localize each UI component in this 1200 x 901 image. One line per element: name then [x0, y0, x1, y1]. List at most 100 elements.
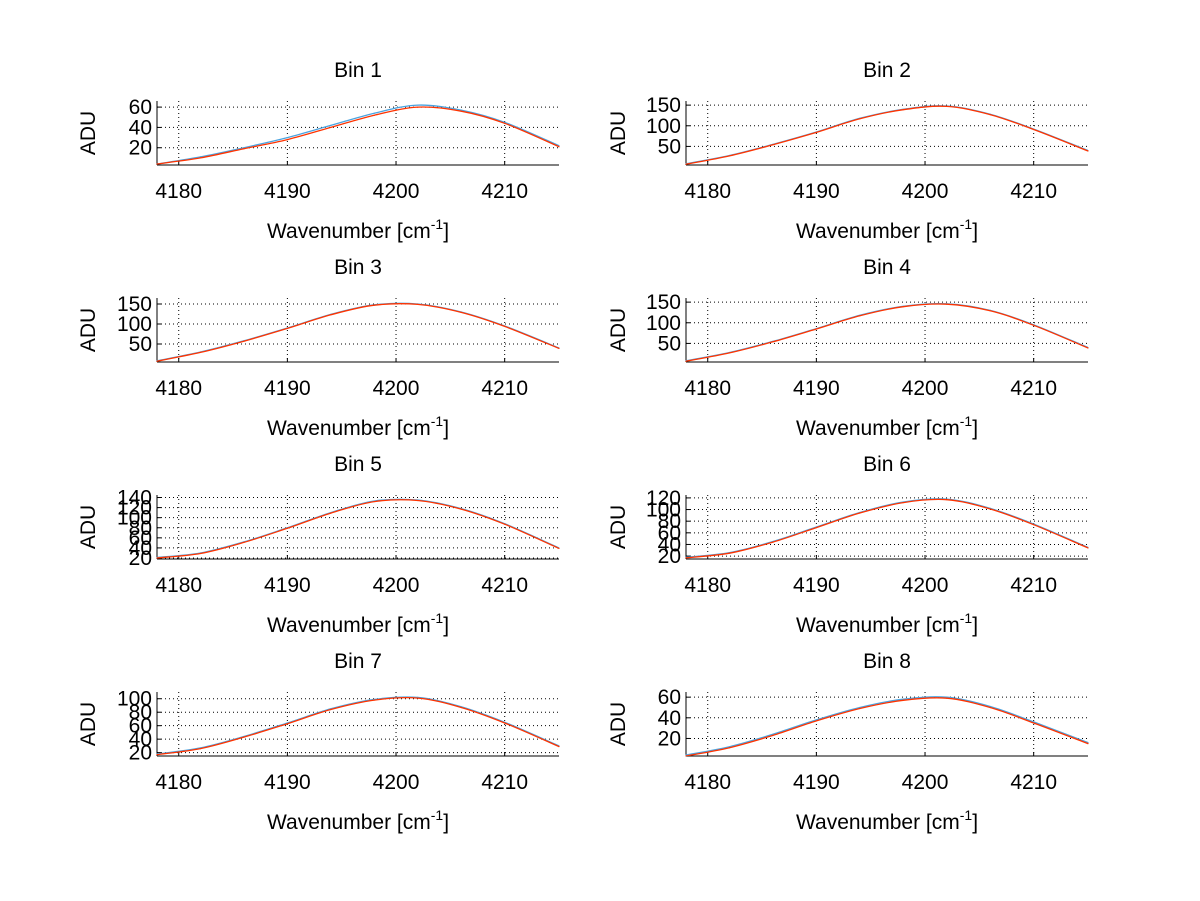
- y-tick-label: 120: [646, 487, 681, 510]
- data-point: [815, 720, 817, 722]
- y-tick-label: 100: [117, 313, 152, 336]
- data-point: [859, 118, 861, 120]
- y-tick-label: 60: [658, 522, 681, 545]
- data-point: [199, 351, 202, 353]
- data-point: [815, 328, 817, 330]
- data-point: [199, 747, 202, 750]
- data-point: [685, 755, 687, 757]
- y-axis-label: ADU: [607, 111, 630, 155]
- x-tick-label: 4190: [264, 377, 311, 400]
- data-point: [685, 163, 687, 165]
- data-point: [504, 722, 506, 724]
- data-point: [417, 303, 419, 305]
- x-tick-label: 4190: [264, 180, 311, 203]
- y-tick-label: 50: [658, 332, 681, 355]
- data-point: [243, 541, 245, 543]
- series-line-series-a: [157, 302, 559, 362]
- series-line-series-b: [686, 697, 1088, 756]
- data-point: [859, 707, 861, 710]
- series-line-series-a: [686, 498, 1088, 558]
- x-tick-label: 4180: [684, 771, 731, 794]
- y-tick-label: 40: [658, 707, 681, 730]
- y-tick-label: 60: [129, 96, 152, 119]
- data-point: [989, 310, 991, 312]
- data-point: [156, 163, 158, 165]
- y-tick-label: 120: [117, 497, 152, 520]
- y-tick-label: 50: [658, 135, 681, 158]
- data-point: [1033, 524, 1035, 526]
- data-point: [728, 747, 731, 749]
- x-tick-label: 4180: [684, 574, 731, 597]
- data-point: [199, 552, 202, 555]
- series-line-series-a: [686, 302, 1088, 362]
- y-tick-label: 20: [129, 742, 152, 765]
- data-point: [946, 697, 948, 699]
- data-point: [373, 114, 375, 116]
- data-point: [330, 512, 332, 514]
- x-tick-label: 4200: [902, 574, 949, 597]
- data-point: [286, 139, 288, 141]
- y-axis-label: ADU: [77, 111, 100, 155]
- data-point: [417, 697, 419, 699]
- x-tick-label: 4180: [684, 377, 731, 400]
- y-tick-label: 40: [129, 537, 152, 560]
- y-tick-label: 150: [646, 291, 681, 314]
- series-line-series-b: [157, 499, 559, 559]
- data-point: [772, 734, 774, 736]
- data-point: [1087, 347, 1089, 349]
- x-tick-label: 4190: [793, 377, 840, 400]
- x-tick-label: 4210: [481, 377, 528, 400]
- data-point: [558, 547, 560, 550]
- subplot-title: Bin 3: [334, 256, 382, 279]
- series-line-series-b: [686, 303, 1088, 362]
- data-point: [460, 109, 462, 111]
- data-point: [989, 706, 991, 709]
- data-point: [728, 352, 731, 354]
- subplot-title: Bin 8: [863, 650, 911, 673]
- x-tick-label: 4190: [793, 180, 840, 203]
- data-point: [685, 360, 687, 362]
- y-tick-label: 50: [129, 333, 152, 356]
- subplot-title: Bin 5: [334, 453, 382, 476]
- data-point: [558, 146, 560, 148]
- x-axis-label: Wavenumber [cm-1]: [267, 610, 449, 637]
- data-point: [243, 148, 245, 150]
- data-point: [504, 122, 506, 124]
- y-axis-label: ADU: [77, 505, 100, 549]
- data-point: [815, 526, 817, 529]
- data-point: [685, 754, 687, 756]
- data-point: [815, 131, 817, 133]
- data-point: [772, 144, 774, 146]
- data-point: [946, 105, 948, 107]
- x-axis-label: Wavenumber [cm-1]: [267, 216, 449, 243]
- series-line-series-a: [157, 104, 559, 165]
- data-point: [902, 698, 904, 700]
- data-point: [373, 699, 375, 701]
- data-point: [902, 109, 904, 111]
- data-point: [772, 541, 774, 543]
- x-tick-label: 4210: [481, 180, 528, 203]
- x-tick-label: 4200: [373, 377, 420, 400]
- x-tick-label: 4180: [155, 771, 202, 794]
- subplot-title: Bin 2: [863, 59, 911, 82]
- data-point: [286, 136, 288, 139]
- series-line-series-b: [157, 303, 559, 362]
- x-tick-label: 4210: [1010, 180, 1057, 203]
- y-tick-label: 60: [129, 715, 152, 738]
- y-tick-label: 100: [117, 688, 152, 711]
- data-point: [286, 527, 288, 529]
- data-point: [859, 315, 861, 317]
- x-tick-label: 4190: [264, 771, 311, 794]
- data-point: [946, 499, 948, 501]
- y-tick-label: 60: [129, 527, 152, 550]
- y-tick-label: 40: [658, 533, 681, 556]
- data-point: [330, 314, 332, 316]
- x-tick-label: 4180: [155, 574, 202, 597]
- data-point: [243, 736, 245, 738]
- data-point: [417, 106, 419, 108]
- data-point: [902, 306, 904, 308]
